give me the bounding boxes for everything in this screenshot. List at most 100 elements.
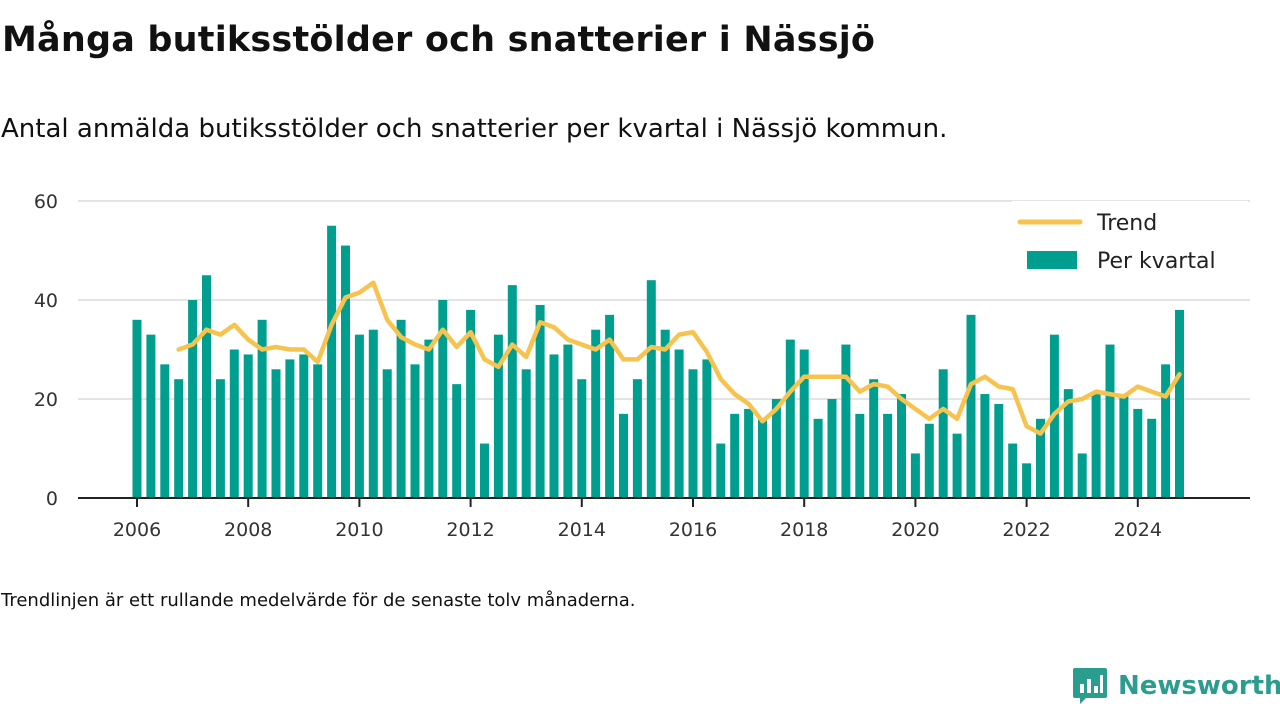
bar — [549, 354, 559, 498]
bar — [646, 280, 656, 498]
bar — [1133, 408, 1143, 498]
bar — [994, 403, 1004, 498]
x-tick-label: 2006 — [113, 519, 161, 541]
bar — [521, 369, 531, 498]
bar — [271, 369, 281, 498]
bar — [1175, 309, 1184, 498]
legend-bar-label: Per kvartal — [1097, 249, 1216, 274]
bar — [1119, 394, 1129, 498]
bar — [299, 354, 309, 498]
bar — [744, 408, 754, 498]
bar — [619, 413, 628, 498]
bar — [174, 379, 184, 498]
bar — [591, 329, 601, 498]
bar — [980, 394, 990, 498]
bar — [1036, 418, 1045, 498]
bar — [1022, 463, 1032, 498]
legend-trend-label: Trend — [1096, 211, 1157, 236]
trend-line-path — [176, 280, 1182, 436]
bar — [480, 443, 489, 498]
bar — [1147, 418, 1157, 498]
x-tick-label: 2022 — [1002, 519, 1050, 541]
bar — [410, 364, 420, 498]
y-tick-label: 60 — [34, 191, 58, 213]
bar — [507, 285, 517, 498]
bar — [1063, 389, 1073, 498]
x-tick-label: 2020 — [891, 519, 939, 541]
bar — [1105, 344, 1115, 498]
bar — [215, 379, 225, 498]
newsworthy-logo[interactable]: Newsworthy — [1072, 666, 1280, 706]
bar — [660, 329, 670, 498]
bar — [869, 379, 879, 498]
bar — [327, 225, 337, 498]
legend-background — [1012, 201, 1248, 283]
bar — [813, 418, 823, 498]
bar — [257, 319, 267, 498]
x-tick-label: 2018 — [780, 519, 828, 541]
bar — [799, 349, 809, 498]
bar — [605, 314, 615, 498]
bar — [827, 399, 837, 498]
bar — [883, 413, 893, 498]
bar — [1077, 453, 1087, 498]
bar — [452, 384, 462, 498]
bar — [229, 349, 239, 498]
bar — [1008, 443, 1018, 498]
bar — [1091, 394, 1101, 498]
bar — [716, 443, 726, 498]
y-tick-label: 20 — [34, 389, 58, 411]
x-tick-label: 2012 — [446, 519, 494, 541]
bar — [132, 319, 142, 498]
bar — [382, 369, 392, 498]
bar — [632, 379, 642, 498]
bar — [188, 300, 198, 498]
chart-subtitle: Antal anmälda butiksstölder och snatteri… — [1, 114, 948, 144]
bar — [341, 245, 350, 498]
bar — [966, 314, 976, 498]
bar — [758, 418, 767, 498]
bar — [535, 304, 545, 498]
bar — [368, 329, 378, 498]
bar — [952, 433, 962, 498]
bar — [938, 369, 948, 498]
bar — [313, 364, 323, 498]
x-tick-label: 2010 — [335, 519, 383, 541]
bar — [841, 344, 851, 498]
bar — [1161, 364, 1171, 498]
bar — [493, 334, 503, 498]
chart: 0 20 40 60 2006 2008 2010 2012 2014 2016 2018 2020… — [34, 191, 1250, 541]
bar — [674, 349, 684, 498]
bar — [924, 423, 934, 498]
y-axis-labels: 0 20 40 60 — [34, 191, 58, 510]
bar — [897, 394, 906, 498]
bar — [396, 319, 406, 498]
x-tick-label: 2014 — [558, 519, 606, 541]
bar — [771, 399, 781, 498]
bar — [202, 275, 211, 498]
bar — [910, 453, 920, 498]
y-tick-label: 0 — [46, 488, 58, 510]
bar — [466, 309, 476, 498]
bar — [146, 334, 156, 498]
bar — [702, 359, 712, 498]
x-tick-label: 2008 — [224, 519, 272, 541]
bar — [563, 344, 573, 498]
bar — [285, 359, 295, 498]
bar — [438, 300, 448, 498]
bar — [730, 413, 740, 498]
bar-chart-logo-icon — [1073, 668, 1107, 704]
bar — [160, 364, 170, 498]
bar — [577, 379, 587, 498]
bar — [243, 354, 253, 498]
bars — [132, 225, 1184, 498]
x-tick-label: 2024 — [1114, 519, 1162, 541]
chart-title: Många butiksstölder och snatterier i Näs… — [2, 20, 876, 60]
x-axis: 2006 2008 2010 2012 2014 2016 2018 2020 2022 2024 — [78, 497, 1250, 541]
bar — [354, 334, 364, 498]
bar — [688, 369, 698, 498]
trend-line — [176, 280, 1182, 436]
legend: Trend Per kvartal — [1012, 201, 1248, 283]
legend-bar-swatch — [1027, 251, 1077, 269]
chart-note: Trendlinjen är ett rullande medelvärde f… — [1, 590, 636, 611]
